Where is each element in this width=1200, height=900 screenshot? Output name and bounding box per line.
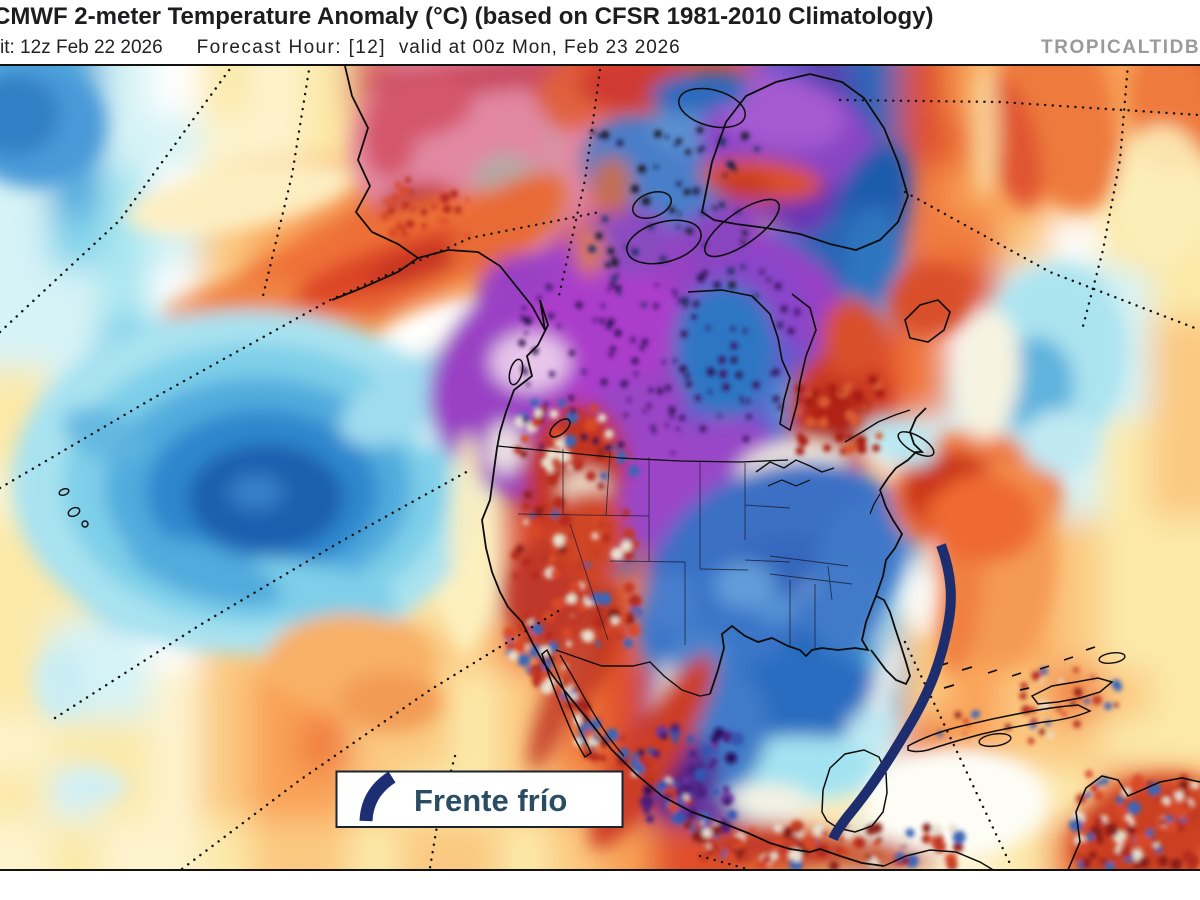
svg-text:Frente frío: Frente frío: [414, 783, 567, 818]
